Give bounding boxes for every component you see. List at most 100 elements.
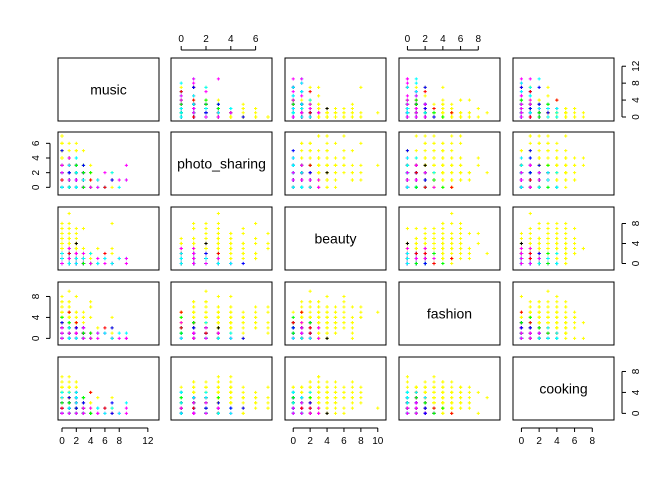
data-point (546, 85, 550, 89)
data-point (300, 102, 304, 106)
data-point (572, 115, 577, 119)
data-point (405, 85, 410, 89)
data-point (414, 185, 418, 189)
data-point (266, 231, 270, 236)
data-point (519, 156, 524, 160)
data-point (204, 241, 208, 246)
data-point (60, 231, 64, 236)
data-point (241, 111, 245, 115)
data-point (216, 77, 220, 81)
data-point (300, 98, 304, 102)
data-point (81, 185, 86, 189)
panel-photo_sharing-vs-cooking (512, 131, 615, 196)
data-point (414, 90, 418, 94)
data-point (204, 221, 208, 226)
data-point (81, 246, 86, 251)
data-point (555, 111, 559, 115)
data-point (467, 111, 472, 115)
data-point (325, 185, 329, 189)
data-point (405, 98, 410, 102)
data-point (300, 90, 304, 94)
data-point (179, 115, 183, 119)
data-point (458, 111, 463, 115)
data-point (359, 111, 363, 115)
data-point (316, 171, 321, 175)
data-point (414, 85, 418, 89)
data-point (291, 98, 295, 102)
data-point (67, 211, 71, 216)
data-point (308, 98, 312, 102)
data-point (241, 102, 245, 106)
data-point (432, 185, 436, 189)
data-point (423, 141, 427, 145)
data-point (450, 134, 454, 138)
data-point (342, 149, 346, 153)
data-point (67, 156, 71, 160)
data-point (291, 85, 295, 89)
data-point (458, 163, 463, 167)
data-point (216, 241, 220, 246)
data-point (342, 163, 346, 167)
data-point (192, 94, 196, 98)
data-point (204, 90, 208, 94)
data-point (414, 115, 418, 119)
data-point (537, 156, 541, 160)
data-point (192, 221, 196, 226)
data-point (432, 163, 436, 167)
data-point (546, 178, 550, 182)
data-point (405, 163, 410, 167)
data-point (485, 171, 489, 175)
panel-beauty-vs-music (57, 206, 160, 271)
data-point (555, 156, 559, 160)
data-point (325, 163, 329, 167)
data-point (124, 178, 128, 182)
data-point (414, 178, 418, 182)
data-point (441, 171, 445, 175)
data-point (325, 111, 329, 115)
data-point (316, 185, 321, 189)
data-point (519, 77, 524, 81)
data-point (60, 134, 64, 138)
data-point (441, 178, 445, 182)
data-point (414, 134, 418, 138)
data-point (432, 178, 436, 182)
data-point (110, 185, 114, 189)
data-point (467, 178, 472, 182)
data-point (110, 221, 114, 226)
data-point (229, 256, 233, 261)
data-point (528, 156, 532, 160)
data-point (519, 94, 524, 98)
data-point (458, 156, 463, 160)
data-point (254, 111, 258, 115)
data-point (519, 102, 524, 106)
variable-label-photo_sharing: photo_sharing (177, 156, 266, 172)
data-point (564, 156, 568, 160)
data-point (192, 98, 196, 102)
data-point (537, 98, 541, 102)
data-point (405, 171, 410, 175)
data-point (229, 111, 233, 115)
data-point (546, 134, 550, 138)
data-point (179, 90, 183, 94)
data-point (519, 149, 524, 153)
data-point (254, 256, 258, 261)
data-point (423, 178, 427, 182)
data-point (81, 226, 86, 231)
data-point (555, 149, 559, 153)
data-point (216, 111, 220, 115)
data-point (67, 163, 71, 167)
data-point (528, 85, 532, 89)
data-point (266, 246, 270, 251)
data-point (546, 163, 550, 167)
data-point (96, 261, 100, 266)
data-point (441, 149, 445, 153)
data-point (537, 111, 541, 115)
data-point (300, 141, 304, 145)
data-point (537, 185, 541, 189)
data-point (423, 185, 427, 189)
data-point (441, 156, 445, 160)
data-point (350, 115, 355, 119)
panel-music-vs-fashion (398, 57, 501, 122)
data-point (229, 241, 233, 246)
